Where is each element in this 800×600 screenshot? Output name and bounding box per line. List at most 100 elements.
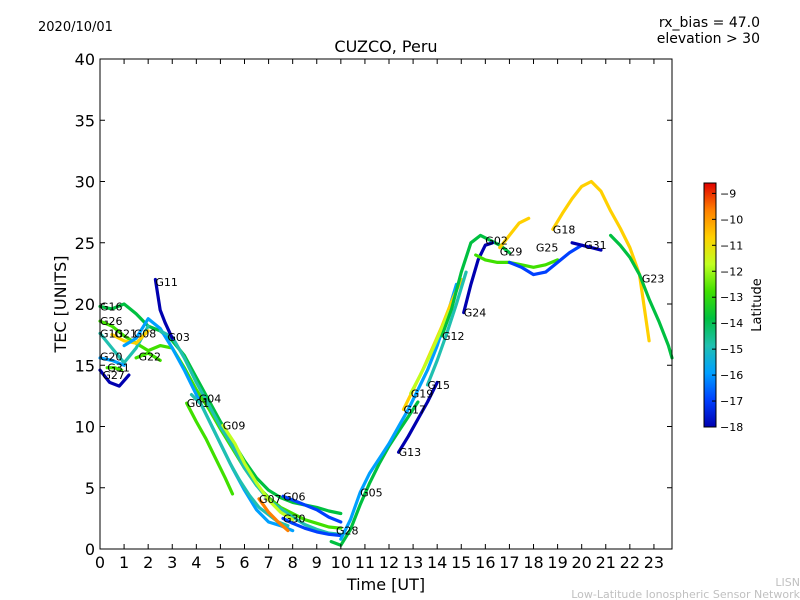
y-tick-label: 30 [75,173,95,192]
x-tick-label: 20 [572,553,592,572]
x-tick-label: 12 [379,553,399,572]
series-line-g24 [462,241,495,315]
series-label-g17: G17 [404,403,427,416]
series-label-g10: G10 [100,327,123,340]
series-label-g29: G29 [500,245,523,258]
y-tick-label: 40 [75,50,95,69]
y-axis: 0 5 10 15 20 25 30 35 40 [75,50,672,559]
x-axis-label: Time [UT] [346,575,425,594]
series-label-g15: G15 [428,379,451,392]
y-tick-label: 20 [75,295,95,314]
x-tick-label: 6 [239,553,249,572]
x-tick-label: 15 [451,553,471,572]
series-label-g11: G11 [155,276,178,289]
date-label: 2020/10/01 [38,20,113,35]
series-label-g20: G20 [100,351,123,364]
colorbar-title: Latitude [750,278,765,332]
series-line-g06 [281,494,343,524]
x-axis: 0 1 2 3 4 5 6 7 8 9 10 11 12 13 14 15 16 17 18 19 20 21 22 23 [95,59,664,572]
x-tick-label: 5 [215,553,225,572]
series-label-g05: G05 [360,487,383,500]
colorbar-tick-label: −17 [720,395,743,408]
colorbar-tick-label: −16 [720,369,743,382]
series-label-g01: G01 [187,397,210,410]
x-tick-label: 4 [191,553,201,572]
colorbar-tick-label: −14 [720,317,743,330]
colorbar-tick-label: −11 [720,239,743,252]
x-tick-label: 10 [331,553,351,572]
y-tick-label: 0 [85,540,95,559]
series-line-g29 [498,216,531,250]
series-label-g22: G22 [139,351,162,364]
series-line-g15 [425,270,468,387]
y-axis-label: TEC [UNITS] [51,256,70,354]
series-label-g31: G31 [107,362,130,375]
elevation-label: elevation > 30 [657,31,760,47]
series-label-g08: G08 [134,327,157,340]
series-line-g31 [105,366,124,372]
colorbar: −9 −10 −11 −12 −13 −14 −15 −16 −17 −18 Latitude [703,182,765,434]
x-tick-label: 11 [355,553,375,572]
colorbar-gradient [703,182,717,428]
colorbar-tick-label: −9 [720,187,736,200]
series-line-g23 [608,233,674,360]
series-label-g13: G13 [399,446,422,459]
series-label-g31: G31 [584,239,607,252]
series-line-g25 [507,243,584,277]
series-label-g09: G09 [223,419,246,432]
series-label-g16: G16 [100,300,123,313]
colorbar-ticks: −9 −10 −11 −12 −13 −14 −15 −16 −17 −18 [712,187,743,434]
plot-background [100,59,672,549]
series-label-g18: G18 [553,223,576,236]
colorbar-tick-label: −13 [720,291,743,304]
credit-short: LISN [775,576,800,589]
series-line-g03 [158,329,343,536]
colorbar-tick-label: −18 [720,421,743,434]
series-label-g07: G07 [259,493,282,506]
series-layer [98,179,674,547]
x-tick-label: 22 [620,553,640,572]
series-label-g21: G21 [115,327,138,340]
series-line-g09 [221,423,295,522]
series-label-g25: G25 [536,242,559,255]
series-line-g19 [409,309,451,395]
x-tick-label: 13 [403,553,423,572]
series-label-g23: G23 [642,272,665,285]
x-tick-label: 9 [312,553,322,572]
series-line-g20 [98,356,126,367]
series-label-g28: G28 [336,525,359,538]
series-label-g03: G03 [167,331,190,344]
series-label-g27: G27 [102,369,125,382]
y-tick-label: 35 [75,111,95,130]
series-line-g27 [98,368,131,388]
x-tick-label: 1 [119,553,129,572]
series-line-g11 [153,277,174,340]
plot-area [98,58,674,550]
x-tick-label: 2 [143,553,153,572]
x-tick-label: 8 [288,553,298,572]
series-label-g19: G19 [411,387,434,400]
series-label-g02: G02 [485,234,508,247]
x-tick-label: 18 [523,553,543,572]
y-tick-label: 15 [75,356,95,375]
series-label-g26: G26 [100,315,123,328]
series-label-g04: G04 [199,392,222,405]
x-tick-label: 16 [475,553,495,572]
y-tick-label: 25 [75,234,95,253]
series-line-g18 [551,179,651,343]
x-tick-label: 7 [263,553,273,572]
chart-title: CUZCO, Peru [334,37,437,56]
credit-long: Low-Latitude Ionospheric Sensor Network [571,588,800,600]
rx-bias-label: rx_bias = 47.0 [659,15,760,31]
x-tick-label: 19 [547,553,567,572]
series-label-g30: G30 [283,512,306,525]
series-line-g01 [185,401,235,496]
series-line-g31 [570,241,603,252]
series-line-g30 [281,516,343,538]
series-label-g12: G12 [442,330,465,343]
colorbar-tick-label: −15 [720,343,743,356]
series-line-g22 [134,351,162,362]
x-tick-label: 14 [427,553,447,572]
colorbar-tick-label: −10 [720,213,743,226]
